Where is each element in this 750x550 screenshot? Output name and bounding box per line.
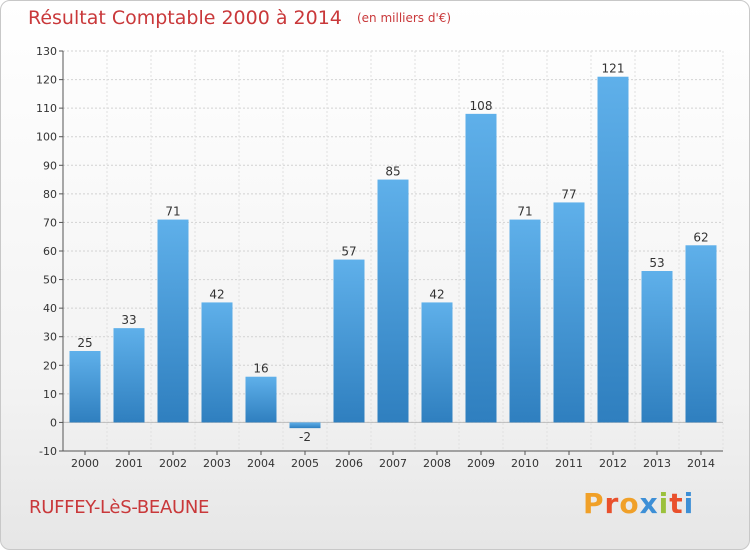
y-tick-label: 0 <box>50 416 57 429</box>
y-tick-label: 40 <box>43 302 57 315</box>
logo-letter: r <box>604 487 620 520</box>
data-label-2009: 108 <box>470 99 493 113</box>
bar-2001 <box>113 328 145 423</box>
axes <box>59 50 723 455</box>
logo-letter: i <box>658 487 670 520</box>
y-tick-label: 120 <box>36 74 57 87</box>
x-tick-label: 2006 <box>335 457 363 470</box>
x-tick-label: 2012 <box>599 457 627 470</box>
x-tick-label: 2010 <box>511 457 539 470</box>
data-label-2011: 77 <box>561 187 576 201</box>
bars <box>69 76 717 429</box>
logo-letter: x <box>639 487 659 520</box>
x-tick-label: 2007 <box>379 457 407 470</box>
data-label-2001: 33 <box>121 313 136 327</box>
y-tick-label: 130 <box>36 45 57 58</box>
bar-2014 <box>685 245 717 423</box>
x-tick-label: 2013 <box>643 457 671 470</box>
y-tick-label: -10 <box>39 445 57 458</box>
data-label-2005: -2 <box>299 430 311 444</box>
bar-2010 <box>509 219 541 423</box>
chart-subtitle: (en milliers d'€) <box>356 11 452 25</box>
data-label-2004: 16 <box>253 362 268 376</box>
bar-2002 <box>157 219 189 423</box>
x-tick-label: 2005 <box>291 457 319 470</box>
data-label-2006: 57 <box>341 245 356 259</box>
commune-name: RUFFEY-LèS-BEAUNE <box>29 497 210 518</box>
y-tick-label: 70 <box>43 216 57 229</box>
labels: -10 0 10 20 30 40 50 60 70 80 90 100 110 120 130 2000 25… <box>36 45 715 470</box>
y-tick-label: 30 <box>43 331 57 344</box>
y-tick-label: 10 <box>43 388 57 401</box>
x-tick-label: 2004 <box>247 457 275 470</box>
data-label-2007: 85 <box>385 165 400 179</box>
bar-2003 <box>201 302 233 423</box>
x-tick-label: 2008 <box>423 457 451 470</box>
y-tick-label: 100 <box>36 131 57 144</box>
bar-2004 <box>245 376 277 423</box>
y-tick-label: 110 <box>36 102 57 115</box>
data-label-2002: 71 <box>165 205 180 219</box>
data-label-2003: 42 <box>209 287 224 301</box>
bar-2007 <box>377 179 409 423</box>
bar-2012 <box>597 76 629 423</box>
x-tick-label: 2014 <box>687 457 715 470</box>
bar-2005 <box>289 422 321 429</box>
bar-2011 <box>553 202 585 423</box>
x-tick-label: 2003 <box>203 457 231 470</box>
x-tick-label: 2009 <box>467 457 495 470</box>
bar-2000 <box>69 351 101 423</box>
bar-2008 <box>421 302 453 423</box>
logo-letter: t <box>669 487 684 520</box>
data-label-2010: 71 <box>517 205 532 219</box>
y-tick-label: 80 <box>43 188 57 201</box>
y-tick-label: 60 <box>43 245 57 258</box>
proxiti-logo: Proxiti <box>583 487 694 520</box>
chart-title: Résultat Comptable 2000 à 2014 <box>28 7 342 29</box>
data-label-2000: 25 <box>77 336 92 350</box>
x-tick-label: 2000 <box>71 457 99 470</box>
data-label-2012: 121 <box>602 62 625 76</box>
data-label-2013: 53 <box>649 256 664 270</box>
bar-2009 <box>465 113 497 423</box>
data-label-2008: 42 <box>429 287 444 301</box>
bar-2013 <box>641 271 673 423</box>
x-tick-label: 2002 <box>159 457 187 470</box>
y-tick-label: 50 <box>43 274 57 287</box>
chart-title-row: Résultat Comptable 2000 à 2014 (en milli… <box>28 7 451 29</box>
data-label-2014: 62 <box>693 230 708 244</box>
logo-letter: P <box>583 487 605 520</box>
x-tick-label: 2001 <box>115 457 143 470</box>
logo-letter: o <box>619 487 640 520</box>
x-tick-label: 2011 <box>555 457 583 470</box>
bar-2006 <box>333 259 365 423</box>
y-tick-label: 90 <box>43 159 57 172</box>
y-tick-label: 20 <box>43 359 57 372</box>
logo-letter: i <box>683 487 695 520</box>
